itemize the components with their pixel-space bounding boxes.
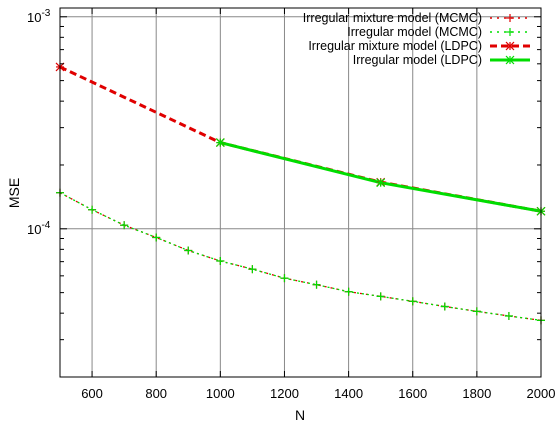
series-3-point: [376, 178, 386, 188]
series-1-point: [152, 233, 161, 242]
series-1-point: [248, 265, 257, 274]
series-1-point: [408, 297, 417, 306]
series-line-3: [219, 141, 542, 213]
grid-lines: [60, 8, 541, 377]
axis-ticks: 600 800 1000 1200 1400 1600 1800 2000 10-3 10-4: [27, 8, 555, 401]
legend-label-2: Irregular mixture model (LDPC): [308, 39, 482, 53]
plot-area-frame: [59, 7, 542, 378]
x-tick-label: 1000: [206, 386, 235, 401]
x-tick-label: 1600: [398, 386, 427, 401]
series-3-point: [215, 138, 225, 148]
series-1-point: [120, 221, 129, 230]
series-1-point: [376, 292, 385, 301]
series-1-point: [312, 280, 321, 289]
legend-label-0: Irregular mixture model (MCMC): [303, 11, 482, 25]
x-tick-label: 1800: [462, 386, 491, 401]
legend-marker-0: [506, 14, 514, 22]
series-1-point: [504, 311, 513, 320]
marker-stroke: [505, 55, 515, 65]
legend-marker-2: [505, 41, 515, 51]
x-tick-label: 2000: [527, 386, 555, 401]
series-line-0: [59, 192, 542, 321]
series-lines: [59, 65, 542, 321]
marker-stroke: [376, 178, 386, 188]
series-1-point: [344, 287, 353, 296]
series-line-2: [59, 65, 542, 213]
series-1-point: [88, 205, 97, 214]
marker-stroke: [215, 138, 225, 148]
series-line-1: [59, 192, 542, 321]
legend-marker-3: [505, 55, 515, 65]
legend-label-3: Irregular model (LDPC): [353, 53, 482, 67]
marker-stroke: [505, 41, 515, 51]
y-axis-label: MSE: [6, 178, 22, 208]
x-tick-label: 1200: [270, 386, 299, 401]
series-1-point: [440, 302, 449, 311]
series-markers: [55, 62, 546, 325]
series-1-point: [216, 256, 225, 265]
y-tick-label: 10-3: [27, 8, 51, 25]
legend-marker-1: [506, 28, 514, 36]
series-1-point: [184, 246, 193, 255]
x-axis-label: N: [295, 407, 305, 423]
x-tick-label: 1400: [334, 386, 363, 401]
x-tick-label: 800: [145, 386, 167, 401]
series-1-point: [472, 307, 481, 316]
x-tick-label: 600: [81, 386, 103, 401]
legend: Irregular mixture model (MCMC)Irregular …: [303, 11, 530, 67]
series-1-point: [280, 274, 289, 283]
legend-label-1: Irregular model (MCMC): [347, 25, 482, 39]
y-tick-label: 10-4: [27, 220, 51, 237]
